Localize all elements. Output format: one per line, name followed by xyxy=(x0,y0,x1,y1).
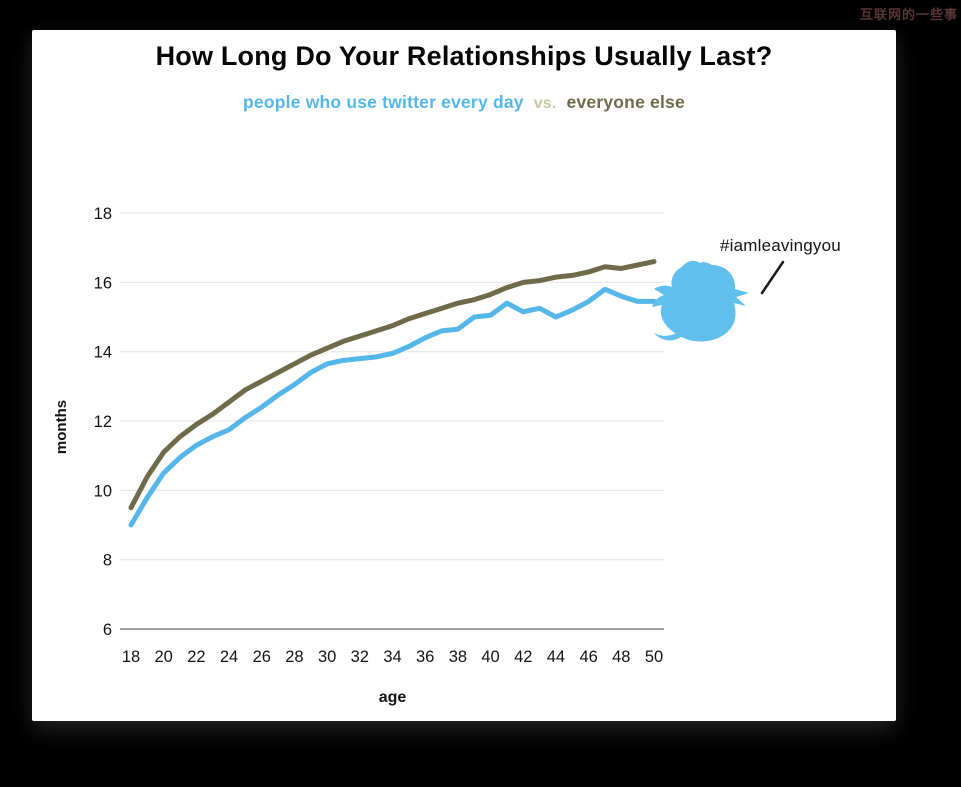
series-line-everyone-else xyxy=(128,259,657,511)
x-tick-label: 26 xyxy=(253,648,271,666)
x-tick-label: 24 xyxy=(220,648,238,666)
legend-twitter-users: people who use twitter every day xyxy=(243,92,524,112)
x-tick-label: 34 xyxy=(383,648,401,666)
y-tick-label: 14 xyxy=(94,344,112,362)
tick-labels-group: 6 8 10 12 14 16 18 18 20 22 24 26 28 30 32 34 36 38 40 42 44… xyxy=(94,205,664,666)
chart-title: How Long Do Your Relationships Usually L… xyxy=(155,41,773,71)
legend-everyone-else: everyone else xyxy=(566,92,685,112)
x-tick-label: 18 xyxy=(122,648,140,666)
y-axis-title: months xyxy=(53,399,70,455)
chart-legend-subtitle: people who use twitter every day vs. every… xyxy=(32,92,896,113)
y-tick-label: 8 xyxy=(103,552,112,570)
x-tick-label: 38 xyxy=(449,648,467,666)
x-tick-label: 44 xyxy=(547,648,565,666)
x-tick-label: 30 xyxy=(318,648,336,666)
y-tick-label: 16 xyxy=(94,274,112,292)
x-tick-label: 32 xyxy=(351,648,369,666)
twitter-bird-icon xyxy=(652,260,749,342)
x-axis-title: age xyxy=(378,689,407,706)
chart-panel: How Long Do Your Relationships Usually L… xyxy=(32,30,896,721)
x-tick-label: 48 xyxy=(612,648,630,666)
line-chart-plot-area: 6 8 10 12 14 16 18 18 20 22 24 26 28 30 32 34 36 38 40 42 44… xyxy=(94,205,785,666)
x-tick-label: 40 xyxy=(481,648,499,666)
x-tick-label: 50 xyxy=(645,648,663,666)
x-tick-label: 46 xyxy=(579,648,597,666)
hashtag-annotation: #iamleavingyou xyxy=(720,236,841,255)
y-tick-label: 18 xyxy=(94,205,112,223)
watermark-text: 互联网的一些事 xyxy=(859,7,958,22)
annotation-pointer-line xyxy=(760,260,785,295)
series-lines-group xyxy=(128,259,657,528)
legend-vs-separator: vs. xyxy=(533,95,557,112)
y-tick-label: 12 xyxy=(94,413,112,431)
x-tick-label: 42 xyxy=(514,648,532,666)
y-tick-label: 10 xyxy=(94,482,112,500)
x-tick-label: 36 xyxy=(416,648,434,666)
series-line-twitter-users xyxy=(128,286,657,528)
x-tick-label: 28 xyxy=(285,648,303,666)
y-tick-label: 6 xyxy=(103,621,112,639)
x-tick-label: 20 xyxy=(155,648,173,666)
x-tick-label: 22 xyxy=(187,648,205,666)
